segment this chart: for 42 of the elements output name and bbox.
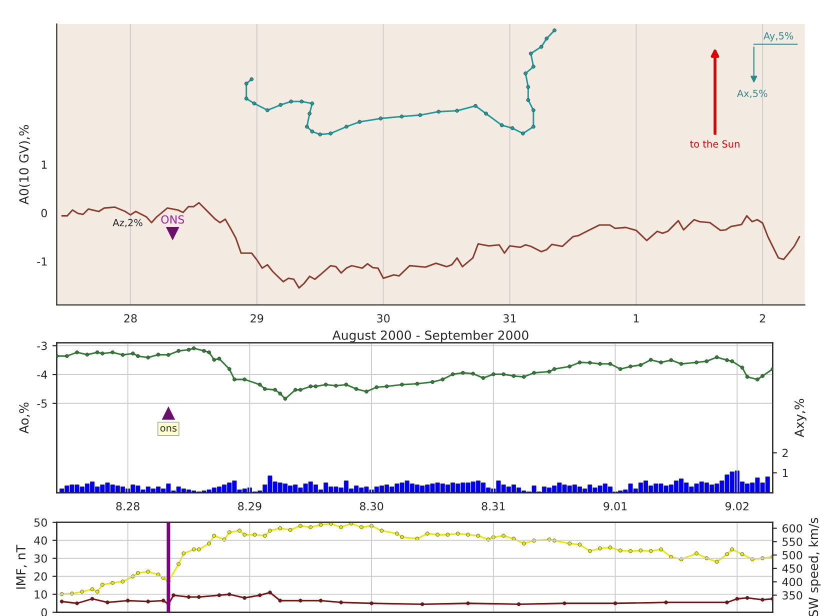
y2-axis-title: Axy,%: [794, 398, 806, 438]
y-tick-label: 50: [34, 518, 47, 527]
y2-tick-label: 400: [782, 578, 802, 586]
y-tick-label: 1: [42, 160, 47, 169]
x-tick-label: 2: [760, 314, 766, 322]
y-tick-label: -5: [37, 400, 47, 408]
y2-tick-label: 600: [782, 524, 802, 533]
y-tick-label: 10: [34, 590, 47, 599]
y-tick-label: 30: [34, 554, 47, 563]
x-tick-label: 1: [634, 314, 639, 322]
x-tick-label: 31: [504, 314, 516, 323]
x-tick-label: 8.31: [482, 502, 505, 510]
x-tick-label: 28: [124, 314, 137, 323]
x-tick-label: 9.01: [604, 502, 627, 510]
annotation: Az,2%: [112, 218, 142, 228]
y-axis-title: IMF, nT: [16, 544, 27, 589]
y-tick-label: 40: [34, 536, 47, 545]
annotation: Ax,5%: [736, 90, 768, 98]
x-tick-label: 9.02: [725, 502, 748, 510]
y-axis-title: Ao,%: [19, 402, 30, 434]
y-tick-label: -3: [37, 342, 47, 350]
annotation: ONS: [161, 215, 184, 224]
y2-tick-label: 450: [782, 564, 802, 573]
x-tick-label: 8.28: [116, 502, 140, 510]
x-tick-label: 30: [377, 314, 390, 323]
x-tick-label: 8.29: [238, 502, 262, 510]
x-axis-title: August 2000 - September 2000: [332, 330, 528, 342]
y2-tick-label: 550: [782, 538, 802, 546]
y-axis-title: A0(10 GV),%: [18, 125, 30, 204]
y-tick-label: 0: [41, 208, 47, 218]
annotation: Ay,5%: [764, 32, 794, 42]
x-tick-label: 29: [250, 314, 264, 323]
y2-tick-label: 2: [782, 448, 788, 458]
x-tick-label: 8.30: [360, 502, 384, 510]
y2-tick-label: 500: [782, 551, 802, 560]
y2-tick-label: 1: [782, 468, 788, 478]
y-tick-label: 20: [34, 572, 47, 581]
y-tick-label: -1: [37, 257, 47, 266]
annotation: ons: [160, 426, 177, 432]
annotation: to the Sun: [690, 140, 740, 148]
y2-tick-label: 350: [782, 591, 802, 600]
y-tick-label: -4: [37, 370, 48, 379]
